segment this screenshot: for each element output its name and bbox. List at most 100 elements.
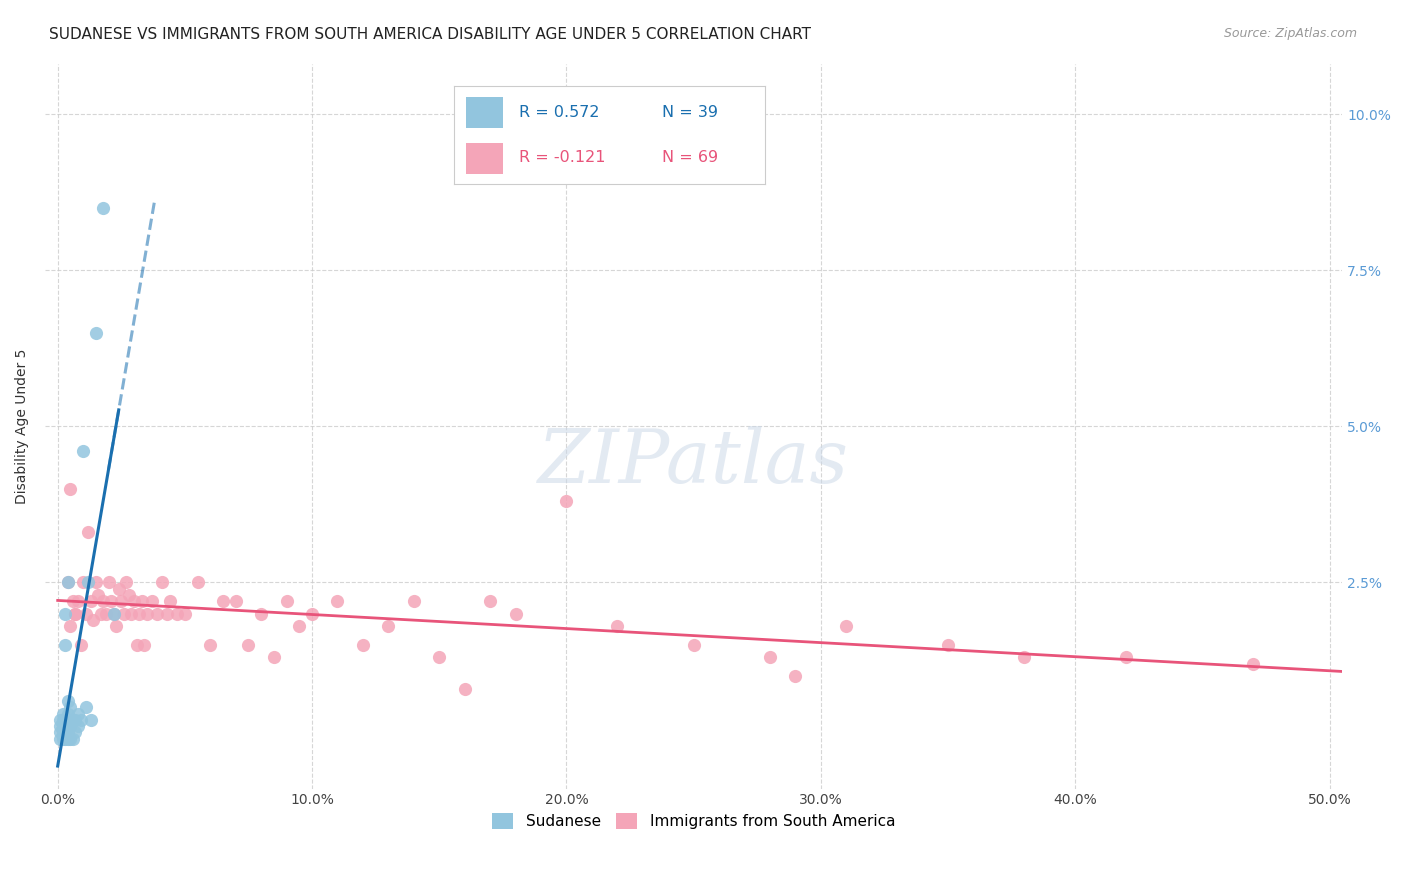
Point bbox=[288, 619, 311, 633]
Point bbox=[53, 731, 76, 746]
Point bbox=[759, 650, 782, 665]
Point bbox=[72, 444, 94, 458]
Point bbox=[75, 700, 97, 714]
Point bbox=[212, 594, 235, 608]
Point bbox=[427, 650, 450, 665]
Point bbox=[115, 575, 138, 590]
Y-axis label: Disability Age Under 5: Disability Age Under 5 bbox=[15, 349, 30, 504]
Point bbox=[505, 607, 527, 621]
Point bbox=[69, 713, 91, 727]
Point bbox=[65, 725, 87, 739]
Point bbox=[87, 588, 110, 602]
Point bbox=[159, 594, 181, 608]
Point bbox=[65, 607, 87, 621]
Point bbox=[276, 594, 298, 608]
Point bbox=[301, 607, 323, 621]
Point bbox=[56, 575, 79, 590]
Point bbox=[105, 619, 128, 633]
Point bbox=[52, 719, 75, 733]
Point bbox=[53, 713, 76, 727]
Point bbox=[53, 719, 76, 733]
Text: SUDANESE VS IMMIGRANTS FROM SOUTH AMERICA DISABILITY AGE UNDER 5 CORRELATION CHA: SUDANESE VS IMMIGRANTS FROM SOUTH AMERIC… bbox=[49, 27, 811, 42]
Point bbox=[80, 713, 103, 727]
Point bbox=[150, 575, 173, 590]
Point bbox=[52, 713, 75, 727]
Point bbox=[65, 713, 87, 727]
Point bbox=[59, 700, 82, 714]
Point bbox=[125, 638, 148, 652]
Point bbox=[67, 594, 90, 608]
Point bbox=[82, 613, 104, 627]
Point bbox=[65, 607, 87, 621]
Point bbox=[53, 725, 76, 739]
Point bbox=[75, 607, 97, 621]
Point bbox=[141, 594, 163, 608]
Point bbox=[555, 494, 578, 508]
Point bbox=[682, 638, 704, 652]
Point bbox=[84, 575, 107, 590]
Point bbox=[122, 594, 145, 608]
Point bbox=[94, 607, 117, 621]
Point bbox=[49, 713, 72, 727]
Point bbox=[166, 607, 188, 621]
Point bbox=[173, 607, 195, 621]
Point bbox=[72, 575, 94, 590]
Point bbox=[84, 326, 107, 340]
Point bbox=[250, 607, 273, 621]
Point bbox=[120, 607, 142, 621]
Point bbox=[263, 650, 285, 665]
Point bbox=[80, 594, 103, 608]
Point bbox=[1014, 650, 1036, 665]
Point bbox=[103, 607, 125, 621]
Point bbox=[479, 594, 502, 608]
Point bbox=[62, 594, 84, 608]
Point bbox=[53, 607, 76, 621]
Point bbox=[56, 725, 79, 739]
Point bbox=[77, 525, 100, 540]
Point bbox=[103, 607, 125, 621]
Point bbox=[52, 706, 75, 721]
Point bbox=[59, 482, 82, 496]
Point bbox=[52, 725, 75, 739]
Point bbox=[785, 669, 807, 683]
Point bbox=[100, 594, 122, 608]
Point bbox=[56, 575, 79, 590]
Point bbox=[118, 588, 141, 602]
Point bbox=[128, 607, 150, 621]
Point bbox=[77, 575, 100, 590]
Point bbox=[200, 638, 222, 652]
Point bbox=[62, 713, 84, 727]
Point bbox=[238, 638, 260, 652]
Point bbox=[1115, 650, 1137, 665]
Point bbox=[56, 719, 79, 733]
Point bbox=[56, 731, 79, 746]
Point bbox=[49, 719, 72, 733]
Point bbox=[59, 713, 82, 727]
Point bbox=[53, 638, 76, 652]
Point bbox=[90, 607, 112, 621]
Point bbox=[135, 607, 157, 621]
Point bbox=[59, 731, 82, 746]
Point bbox=[187, 575, 209, 590]
Point bbox=[606, 619, 628, 633]
Point bbox=[402, 594, 425, 608]
Point bbox=[97, 575, 120, 590]
Point bbox=[146, 607, 169, 621]
Point bbox=[1241, 657, 1264, 671]
Point bbox=[67, 706, 90, 721]
Point bbox=[110, 594, 132, 608]
Point bbox=[62, 731, 84, 746]
Point bbox=[93, 201, 115, 215]
Point bbox=[134, 638, 156, 652]
Point bbox=[156, 607, 179, 621]
Point bbox=[56, 706, 79, 721]
Point bbox=[112, 607, 135, 621]
Point bbox=[93, 594, 115, 608]
Text: Source: ZipAtlas.com: Source: ZipAtlas.com bbox=[1223, 27, 1357, 40]
Point bbox=[49, 731, 72, 746]
Legend: Sudanese, Immigrants from South America: Sudanese, Immigrants from South America bbox=[486, 807, 901, 835]
Point bbox=[326, 594, 349, 608]
Point bbox=[69, 638, 91, 652]
Point bbox=[352, 638, 374, 652]
Point bbox=[835, 619, 858, 633]
